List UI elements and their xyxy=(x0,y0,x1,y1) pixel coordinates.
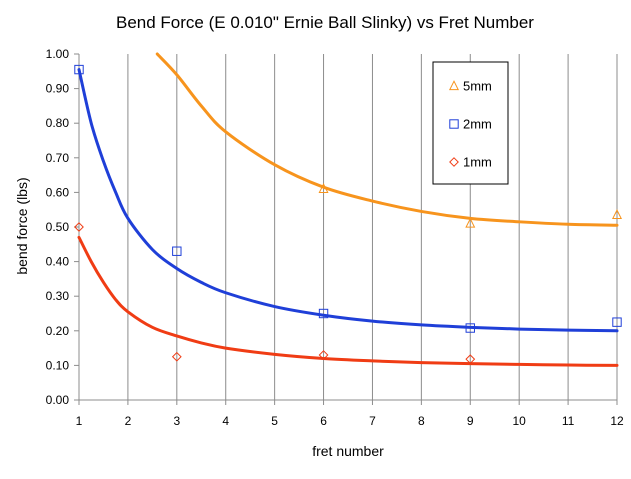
legend-label-2mm: 2mm xyxy=(463,117,492,132)
data-point-1mm xyxy=(74,222,84,232)
chart-title: Bend Force (E 0.010" Ernie Ball Slinky) … xyxy=(116,13,534,32)
x-tick-label: 6 xyxy=(320,414,327,428)
axes-layer: 0.00 0.10 0.20 0.30 0.40 0.50 0.60 0.70 0.80 0.90… xyxy=(46,47,624,428)
y-tick-label: 1.00 xyxy=(46,47,70,61)
data-point-2mm xyxy=(465,323,475,333)
y-tick-label: 0.70 xyxy=(46,151,70,165)
y-tick-label: 0.80 xyxy=(46,116,70,130)
fit-curve-1mm xyxy=(77,235,619,367)
data-point-2mm xyxy=(318,308,329,319)
legend: 5mm 2mm 1mm xyxy=(432,61,509,185)
x-tick-label: 10 xyxy=(513,414,527,428)
grid-layer xyxy=(127,54,618,400)
legend-marker-1mm xyxy=(449,157,459,167)
x-tick-label: 3 xyxy=(173,414,180,428)
y-tick-label: 0.00 xyxy=(46,393,70,407)
data-markers xyxy=(74,64,623,365)
y-tick-label: 0.50 xyxy=(46,220,70,234)
y-tick-label: 0.10 xyxy=(46,358,70,372)
y-tick-label: 0.20 xyxy=(46,324,70,338)
legend-box xyxy=(432,61,509,185)
data-point-5mm xyxy=(611,208,623,219)
y-tick-label: 0.60 xyxy=(46,185,70,199)
data-point-5mm xyxy=(465,217,476,228)
legend-label-5mm: 5mm xyxy=(463,79,492,94)
y-tick-label: 0.30 xyxy=(46,289,70,303)
x-tick-label: 4 xyxy=(222,414,229,428)
legend-marker-5mm xyxy=(448,80,460,91)
y-axis-label: bend force (lbs) xyxy=(14,177,30,274)
y-tick-label: 0.90 xyxy=(46,82,70,96)
data-point-5mm xyxy=(318,183,329,194)
x-tick-label: 11 xyxy=(562,414,575,428)
fit-curve-2mm xyxy=(77,68,619,333)
data-point-1mm xyxy=(171,351,182,362)
data-point-2mm xyxy=(172,246,182,256)
x-axis-label: fret number xyxy=(312,443,384,459)
data-point-2mm xyxy=(612,317,622,327)
data-point-1mm xyxy=(465,354,476,365)
x-tick-label: 8 xyxy=(418,414,425,428)
x-tick-label: 2 xyxy=(125,414,132,428)
fit-curve-5mm xyxy=(155,52,619,227)
fit-curves xyxy=(77,52,619,367)
legend-marker-2mm xyxy=(449,119,459,129)
x-tick-label: 5 xyxy=(271,414,278,428)
x-tick-label: 1 xyxy=(76,414,83,428)
x-tick-label: 7 xyxy=(369,414,376,428)
y-tick-label: 0.40 xyxy=(46,255,70,269)
data-point-1mm xyxy=(318,350,329,360)
data-point-2mm xyxy=(74,64,84,75)
x-tick-label: 9 xyxy=(467,414,474,428)
x-tick-label: 12 xyxy=(610,414,624,428)
legend-label-1mm: 1mm xyxy=(463,155,492,170)
